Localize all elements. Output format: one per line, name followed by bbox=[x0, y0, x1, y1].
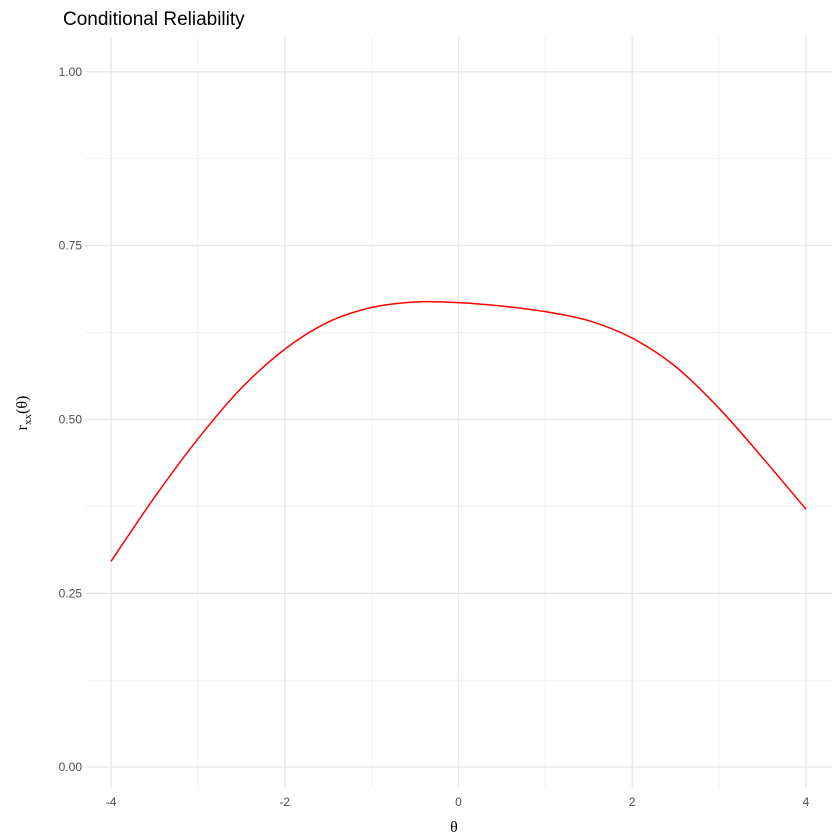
series-layer bbox=[110, 300, 807, 562]
y-tick-label: 0.50 bbox=[59, 412, 83, 426]
x-tick-label: -4 bbox=[106, 795, 117, 809]
reliability-curve bbox=[110, 300, 807, 562]
y-tick-label: 0.75 bbox=[59, 239, 83, 253]
y-tick-label: 0.25 bbox=[59, 586, 83, 600]
y-tick-label: 0.00 bbox=[59, 760, 83, 774]
x-tick-label: -2 bbox=[279, 795, 290, 809]
y-tick-label: 1.00 bbox=[59, 65, 83, 79]
chart-title: Conditional Reliability bbox=[63, 9, 245, 30]
x-tick-label: 2 bbox=[629, 795, 636, 809]
y-axis-label: rxx(θ) bbox=[14, 396, 34, 431]
tick-labels: -4 -2 0 2 4 0.00 0.25 0.50 0.75 1.00 bbox=[59, 65, 810, 809]
y-axis-label-main: r bbox=[14, 424, 31, 430]
y-axis-label-suffix: (θ) bbox=[14, 396, 31, 414]
y-axis-label-subscript: xx bbox=[22, 414, 34, 426]
grid-layer bbox=[85, 37, 832, 788]
x-tick-label: 0 bbox=[455, 795, 462, 809]
x-tick-label: 4 bbox=[803, 795, 810, 809]
x-axis-label: θ bbox=[450, 819, 458, 836]
